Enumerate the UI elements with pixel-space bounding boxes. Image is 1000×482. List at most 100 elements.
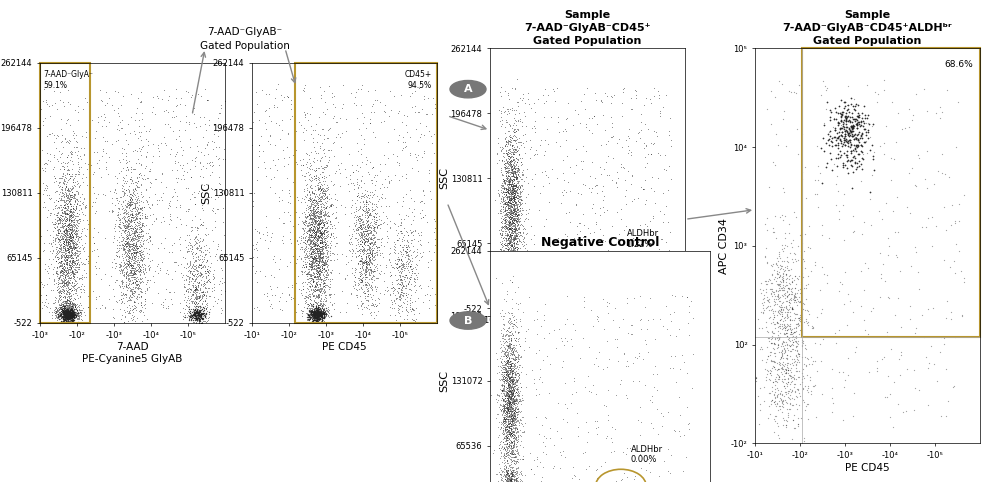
Point bbox=[59, 312, 75, 320]
Point bbox=[262, 131, 278, 138]
Text: CD45+
94.5%: CD45+ 94.5% bbox=[404, 70, 431, 90]
Point bbox=[506, 276, 522, 283]
Point bbox=[504, 370, 520, 378]
Point bbox=[504, 278, 520, 286]
Point bbox=[69, 242, 85, 250]
Point bbox=[777, 365, 793, 373]
Point bbox=[59, 253, 75, 261]
Point bbox=[58, 314, 74, 322]
Point bbox=[755, 304, 771, 312]
Point bbox=[321, 291, 337, 299]
Point bbox=[788, 343, 804, 350]
Point bbox=[499, 296, 515, 304]
Point bbox=[61, 250, 77, 257]
Point bbox=[789, 301, 805, 309]
Point bbox=[303, 199, 319, 207]
Point bbox=[196, 309, 212, 317]
Point bbox=[54, 267, 70, 274]
Point bbox=[504, 106, 520, 114]
Point bbox=[838, 112, 854, 120]
Point bbox=[496, 444, 512, 452]
Point bbox=[510, 138, 526, 146]
Point bbox=[502, 399, 518, 407]
Point bbox=[88, 270, 104, 278]
Point bbox=[750, 392, 766, 400]
Point bbox=[510, 287, 526, 295]
Point bbox=[497, 255, 513, 263]
Point bbox=[401, 277, 417, 284]
Point bbox=[496, 453, 512, 461]
Point bbox=[501, 217, 517, 225]
Point bbox=[501, 409, 517, 417]
Point bbox=[358, 263, 374, 271]
Point bbox=[508, 442, 524, 450]
Point bbox=[149, 196, 165, 204]
Point bbox=[57, 318, 73, 326]
Point bbox=[514, 287, 530, 295]
Point bbox=[164, 166, 180, 174]
Point bbox=[498, 288, 514, 296]
Point bbox=[926, 181, 942, 188]
Point bbox=[319, 162, 335, 170]
Point bbox=[764, 387, 780, 395]
Point bbox=[508, 215, 524, 223]
Point bbox=[54, 206, 70, 214]
Point bbox=[510, 125, 526, 133]
Point bbox=[289, 161, 305, 168]
Point bbox=[358, 254, 374, 261]
Point bbox=[186, 235, 202, 243]
Point bbox=[509, 417, 525, 425]
Point bbox=[503, 349, 519, 357]
Point bbox=[413, 130, 429, 137]
Point bbox=[135, 237, 151, 244]
Point bbox=[502, 467, 518, 474]
Point bbox=[304, 260, 320, 268]
Point bbox=[510, 116, 526, 124]
Point bbox=[66, 221, 82, 228]
Point bbox=[494, 286, 510, 294]
Point bbox=[307, 312, 323, 320]
Point bbox=[115, 198, 131, 205]
Point bbox=[505, 205, 521, 213]
Point bbox=[402, 296, 418, 304]
Point bbox=[65, 283, 81, 291]
Point bbox=[499, 261, 515, 268]
Point bbox=[358, 252, 374, 260]
Point bbox=[63, 315, 79, 322]
Point bbox=[581, 126, 597, 134]
Point bbox=[509, 469, 525, 477]
Point bbox=[502, 430, 518, 438]
Point bbox=[499, 481, 515, 482]
Point bbox=[393, 288, 409, 296]
Point bbox=[502, 455, 518, 463]
Point bbox=[193, 220, 209, 228]
Point bbox=[58, 225, 74, 233]
Point bbox=[514, 260, 530, 268]
Point bbox=[107, 201, 123, 209]
Point bbox=[63, 234, 79, 241]
Point bbox=[501, 172, 517, 180]
Point bbox=[129, 189, 145, 197]
Point bbox=[196, 309, 212, 317]
Point bbox=[508, 175, 524, 183]
Point bbox=[504, 376, 520, 384]
Point bbox=[766, 357, 782, 364]
Point bbox=[310, 193, 326, 201]
Point bbox=[56, 306, 72, 313]
Point bbox=[503, 410, 519, 418]
Point bbox=[308, 314, 324, 321]
Point bbox=[318, 275, 334, 283]
Point bbox=[412, 119, 428, 127]
Point bbox=[61, 248, 77, 256]
Point bbox=[354, 278, 370, 286]
Point bbox=[124, 293, 140, 301]
Point bbox=[303, 309, 319, 317]
Point bbox=[114, 267, 130, 275]
Point bbox=[188, 312, 204, 320]
Point bbox=[349, 178, 365, 186]
Point bbox=[50, 270, 66, 278]
Point bbox=[494, 458, 510, 466]
Point bbox=[404, 268, 420, 275]
Point bbox=[500, 218, 516, 226]
Point bbox=[768, 131, 784, 138]
